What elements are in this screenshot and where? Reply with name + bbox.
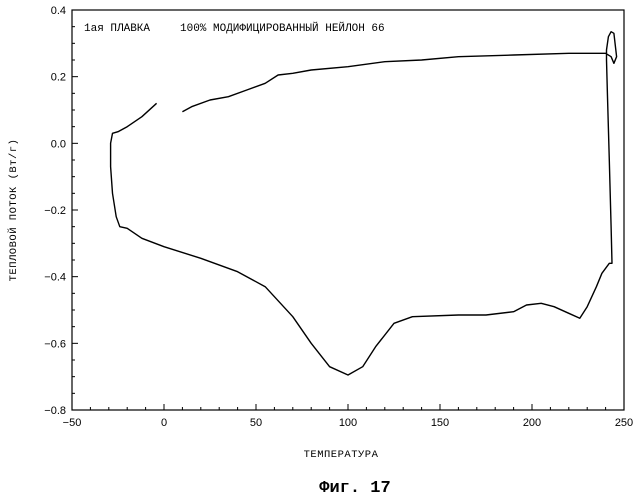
x-tick-label: −50 [63,417,82,429]
y-tick-label: 0.2 [51,72,66,84]
y-axis-label: ТЕПЛОВОЙ ПОТОК (Вт/г) [6,139,20,282]
x-tick-label: 100 [339,417,357,429]
plot-frame [72,10,624,410]
x-tick-label: 200 [523,417,541,429]
x-tick-label: 150 [431,417,449,429]
y-axis-ticks: −0.8 −0.6 −0.4 −0.2 0.0 0.2 0.4 [44,5,78,417]
x-tick-label: 0 [161,417,167,429]
annotation-left: 1ая ПЛАВКА [84,23,150,35]
x-tick-label: 250 [615,417,633,429]
annotation-right: 100% МОДИФИЦИРОВАННЫЙ НЕЙЛОН 66 [180,21,385,35]
y-tick-label: 0.4 [51,5,66,17]
x-axis-ticks: −50 0 50 100 150 200 250 [63,404,634,429]
y-tick-label: −0.6 [44,338,66,350]
y-tick-label: −0.2 [44,205,66,217]
y-tick-label: −0.8 [44,405,66,417]
x-tick-label: 50 [250,417,262,429]
heat-flow-curve [111,32,617,375]
series-layer [111,32,617,375]
figure-caption: Фиг. 17 [319,479,390,498]
y-tick-label: 0.0 [51,138,66,150]
x-axis-label: ТЕМПЕРАТУРА [304,449,379,461]
y-tick-label: −0.4 [44,272,66,284]
